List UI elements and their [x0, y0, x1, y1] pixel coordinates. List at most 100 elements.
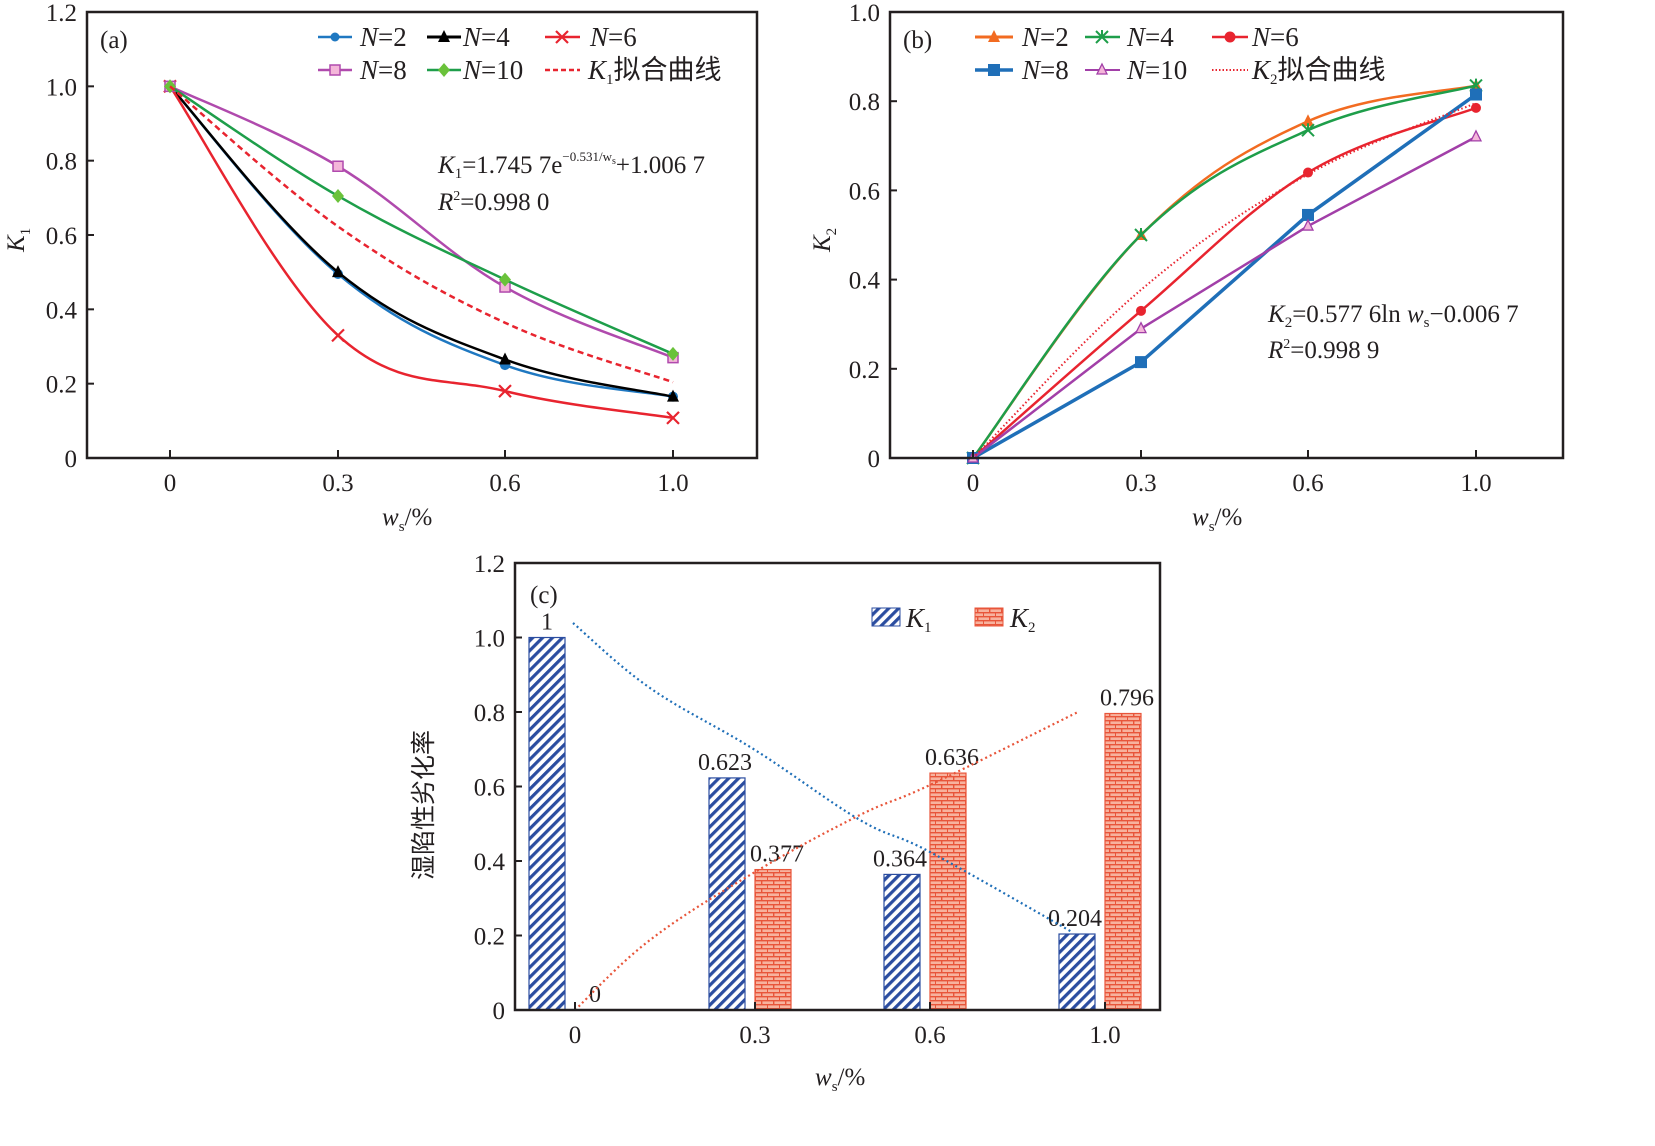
legend-item-b-n8: N=8 — [975, 55, 1069, 85]
chart-b-axes: 0 0.2 0.4 0.6 0.8 1.0 0 0.3 0.6 1.0 — [849, 0, 1492, 497]
series-n-4 — [966, 78, 1483, 465]
y-tick-label: 0.8 — [474, 700, 505, 727]
series-line — [972, 106, 1477, 459]
series-n-10 — [164, 79, 679, 361]
legend-label: N — [1126, 55, 1147, 85]
y-tick-label: 0.4 — [849, 268, 881, 295]
data-point-marker — [1301, 218, 1315, 231]
series-line — [972, 93, 1478, 460]
chart-c-y-axis-title: 湿陷性劣化率 — [409, 730, 438, 880]
bar — [1058, 933, 1096, 1011]
bar-value-label: 0.204 — [1048, 906, 1102, 932]
chart-b-fit-equation: K2=0.577 6ln ws−0.006 7 R2=0.998 9 — [1267, 301, 1519, 364]
chart-a: 0 0.2 0.4 0.6 0.8 1.0 1.2 0 0.3 0.6 1.0 (a) N=2 N=… — [3, 0, 759, 535]
chart-b-plot-area — [966, 78, 1483, 465]
data-point-marker — [1301, 123, 1315, 137]
legend-item-a-n2: N=2 — [318, 22, 407, 52]
series-line — [168, 85, 674, 420]
x-tick-label: 0.3 — [322, 470, 353, 497]
y-tick-label: 0.4 — [46, 297, 78, 324]
legend-label: K — [905, 603, 926, 633]
svg-text:K1拟合曲线: K1拟合曲线 — [587, 55, 722, 88]
series-line — [972, 84, 1477, 459]
legend-item-a-n6: N=6 — [545, 22, 637, 52]
asterisk-marker-icon — [1095, 30, 1109, 44]
data-point-marker — [1135, 356, 1147, 369]
legend-label: K — [587, 55, 608, 85]
svg-text:K2: K2 — [1009, 603, 1036, 636]
square-marker-icon — [988, 64, 1000, 76]
legend-item-a-n4: N=4 — [427, 22, 510, 52]
bar — [708, 777, 746, 1011]
bar-value-label: 0.623 — [698, 750, 752, 776]
legend-item-a-n10: N=10 — [427, 55, 523, 85]
svg-text:N=8: N=8 — [1021, 55, 1069, 85]
data-point-marker — [666, 411, 680, 425]
svg-text:N=4: N=4 — [1126, 22, 1174, 52]
diamond-marker-icon — [438, 63, 450, 77]
svg-text:N=10: N=10 — [1126, 55, 1187, 85]
data-point-marker — [331, 328, 345, 343]
y-tick-label: 0.2 — [46, 372, 77, 399]
bar — [754, 868, 792, 1011]
legend-label: N — [1021, 22, 1042, 52]
y-tick-label: 1.0 — [46, 74, 77, 101]
legend-label: K — [1251, 55, 1272, 85]
legend-label: K — [1009, 603, 1030, 633]
series-line — [169, 85, 674, 359]
x-tick-label: 0 — [967, 470, 980, 497]
svg-text:N=8: N=8 — [359, 55, 407, 85]
data-point-marker — [499, 272, 511, 287]
data-point-marker — [1302, 208, 1314, 221]
svg-text:K2=0.577 6ln ws−0.006 7: K2=0.577 6ln ws−0.006 7 — [1267, 301, 1519, 331]
series-n-10 — [966, 129, 1483, 463]
legend-item-b-fit: K2拟合曲线 — [1212, 55, 1386, 88]
y-tick-label: 0.8 — [849, 89, 880, 116]
x-tick-label: 0.3 — [1125, 470, 1156, 497]
y-tick-label: 1.0 — [849, 0, 880, 27]
data-point-marker — [667, 389, 679, 402]
chart-a-x-axis-title: ws/% — [382, 504, 432, 535]
chart-a-plot-area — [163, 79, 680, 425]
svg-text:K1: K1 — [905, 603, 932, 636]
triangle-open-marker-icon — [1095, 62, 1109, 75]
x-marker-icon — [555, 30, 569, 44]
x-tick-label: 0 — [569, 1022, 582, 1049]
chart-a-fit-equation: K1=1.745 7e−0.531/ws+1.006 7 R2=0.998 0 — [437, 149, 705, 216]
x-tick-label: 0.3 — [739, 1022, 770, 1049]
data-point-marker — [499, 352, 511, 365]
legend-item-a-n8: N=8 — [318, 55, 407, 85]
chart-a-y-axis-title: K1 — [3, 228, 34, 253]
chart-c-legend: K1 K2 — [871, 603, 1036, 636]
chart-b-frame — [888, 10, 1565, 460]
x-tick-label: 0.6 — [489, 470, 520, 497]
svg-text:R2=0.998 0: R2=0.998 0 — [437, 189, 549, 216]
y-tick-label: 0 — [868, 446, 881, 473]
series-line — [169, 85, 674, 356]
legend-item-b-n10: N=10 — [1085, 55, 1187, 85]
bar — [883, 873, 921, 1011]
series-line — [972, 102, 1477, 459]
data-point-marker — [332, 160, 344, 172]
svg-text:N=6: N=6 — [1251, 22, 1299, 52]
svg-text:N=2: N=2 — [1021, 22, 1069, 52]
chart-c: 1 0.623 0.364 0.204 0 0.377 0.636 0.796 0 0.2 0.4… — [409, 551, 1162, 1095]
series-line — [169, 85, 674, 398]
x-tick-label: 0.6 — [914, 1022, 945, 1049]
chart-b: 0 0.2 0.4 0.6 0.8 1.0 0 0.3 0.6 1.0 (b) N=2 N=4 N… — [809, 0, 1565, 535]
legend-label: N — [359, 22, 380, 52]
data-point-marker — [1136, 305, 1146, 316]
svg-text:R2=0.998 9: R2=0.998 9 — [1267, 337, 1379, 364]
series-line — [169, 85, 674, 384]
circle-marker-icon — [1224, 31, 1236, 43]
y-tick-label: 1.2 — [474, 551, 505, 578]
y-tick-label: 0.4 — [474, 849, 506, 876]
series-k1 — [169, 85, 674, 384]
bar — [1104, 712, 1142, 1011]
square-marker-icon — [329, 64, 341, 76]
legend-item-a-fit: K1拟合曲线 — [545, 55, 722, 88]
legend-label: N — [462, 55, 483, 85]
bar — [528, 636, 566, 1011]
